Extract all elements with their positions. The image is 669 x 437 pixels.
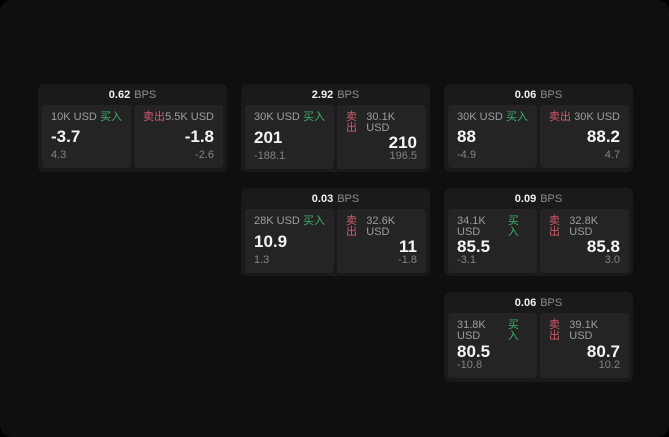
card-header: 0.62 BPS <box>38 84 227 105</box>
buy-tag: 买入 <box>506 111 528 123</box>
sell-tag: 卖出 <box>549 319 560 342</box>
bps-unit: BPS <box>540 193 563 205</box>
bps-unit: BPS <box>337 193 360 205</box>
bps-value: 0.03 <box>311 193 334 205</box>
sell-panel[interactable]: 卖出 30.1K USD 210 196.5 <box>337 105 426 169</box>
panels: 30K USD 买入 88 -4.9 卖出 30K USD 88.2 4.7 <box>444 105 633 172</box>
buy-amount: 30K USD <box>457 111 503 123</box>
card-header: 0.06 BPS <box>444 292 633 313</box>
bps-value: 0.06 <box>514 297 537 309</box>
quote-card: 2.92 BPS 30K USD 买入 201 -188.1 卖出 30.1K … <box>241 84 430 172</box>
buy-sub-value: -3.1 <box>457 254 476 266</box>
bps-value: 0.09 <box>514 193 537 205</box>
sell-price: -1.8 <box>184 127 214 146</box>
quote-card: 0.06 BPS 31.8K USD 买入 80.5 -10.8 卖出 39.1… <box>444 292 633 382</box>
panels: 31.8K USD 买入 80.5 -10.8 卖出 39.1K USD 80.… <box>444 313 633 382</box>
card-header: 0.06 BPS <box>444 84 633 105</box>
sell-amount: 32.6K USD <box>366 215 396 238</box>
buy-tag: 买入 <box>303 215 325 227</box>
sell-sub-value: 3.0 <box>604 254 620 266</box>
sell-sub-value: 4.7 <box>604 149 620 161</box>
quote-card: 0.03 BPS 28K USD 买入 10.9 1.3 卖出 32.6K US… <box>241 188 430 276</box>
buy-amount: 28K USD <box>254 215 300 227</box>
sell-tag: 卖出 <box>346 111 357 134</box>
sell-panel[interactable]: 卖出 32.8K USD 85.8 3.0 <box>540 209 629 273</box>
bps-value: 0.06 <box>514 89 537 101</box>
card-grid: 0.62 BPS 10K USD 买入 -3.7 4.3 卖出 5.5K USD <box>38 84 633 382</box>
buy-sub-value: 1.3 <box>254 254 270 266</box>
quote-card: 0.62 BPS 10K USD 买入 -3.7 4.3 卖出 5.5K USD <box>38 84 227 172</box>
sell-sub-value: -1.8 <box>398 254 417 266</box>
card-header: 2.92 BPS <box>241 84 430 105</box>
buy-amount: 34.1K USD <box>457 215 486 238</box>
panels: 10K USD 买入 -3.7 4.3 卖出 5.5K USD -1.8 -2.… <box>38 105 227 172</box>
sell-tag: 卖出 <box>143 111 165 123</box>
sell-amount: 5.5K USD <box>165 111 214 123</box>
sell-tag: 卖出 <box>549 215 560 238</box>
sell-price: 85.8 <box>586 237 620 256</box>
sell-panel[interactable]: 卖出 32.6K USD 11 -1.8 <box>337 209 426 273</box>
panels: 34.1K USD 买入 85.5 -3.1 卖出 32.8K USD 85.8… <box>444 209 633 277</box>
buy-tag: 买入 <box>100 111 122 123</box>
bps-unit: BPS <box>337 89 360 101</box>
buy-panel[interactable]: 28K USD 买入 10.9 1.3 <box>245 209 334 273</box>
buy-panel[interactable]: 30K USD 买入 88 -4.9 <box>448 105 537 168</box>
sell-amount: 39.1K USD <box>569 319 599 342</box>
sell-price: 210 <box>388 133 417 152</box>
sell-amount: 30.1K USD <box>366 111 396 134</box>
buy-panel[interactable]: 31.8K USD 买入 80.5 -10.8 <box>448 313 537 378</box>
sell-amount: 30K USD <box>574 111 620 123</box>
buy-price: 10.9 <box>254 231 288 251</box>
sell-panel[interactable]: 卖出 5.5K USD -1.8 -2.6 <box>134 105 223 168</box>
card-header: 0.09 BPS <box>444 188 633 209</box>
buy-amount: 31.8K USD <box>457 319 486 342</box>
buy-tag: 买入 <box>303 111 325 123</box>
buy-sub-value: -10.8 <box>457 359 483 371</box>
quote-card: 0.09 BPS 34.1K USD 买入 85.5 -3.1 卖出 32.8K… <box>444 188 633 276</box>
panels: 30K USD 买入 201 -188.1 卖出 30.1K USD 210 1… <box>241 105 430 173</box>
buy-sub-value: 4.3 <box>51 149 67 161</box>
buy-price: -3.7 <box>51 127 81 146</box>
buy-sub-value: -188.1 <box>254 150 286 162</box>
bps-value: 0.62 <box>108 89 131 101</box>
card-header: 0.03 BPS <box>241 188 430 209</box>
buy-price: 201 <box>254 127 283 147</box>
sell-price: 88.2 <box>586 127 620 146</box>
buy-price: 88 <box>457 127 476 146</box>
sell-price: 80.7 <box>586 341 620 361</box>
buy-panel[interactable]: 30K USD 买入 201 -188.1 <box>245 105 334 169</box>
bps-unit: BPS <box>540 297 563 309</box>
quote-card: 0.06 BPS 30K USD 买入 88 -4.9 卖出 30K USD <box>444 84 633 172</box>
sell-sub-value: 196.5 <box>389 150 417 162</box>
buy-tag: 买入 <box>507 215 519 238</box>
panels: 28K USD 买入 10.9 1.3 卖出 32.6K USD 11 -1.8 <box>241 209 430 277</box>
sell-tag: 卖出 <box>346 215 357 238</box>
buy-tag: 买入 <box>507 319 519 342</box>
buy-sub-value: -4.9 <box>457 149 476 161</box>
buy-panel[interactable]: 10K USD 买入 -3.7 4.3 <box>42 105 131 168</box>
sell-panel[interactable]: 卖出 30K USD 88.2 4.7 <box>540 105 629 168</box>
bps-unit: BPS <box>134 89 157 101</box>
sell-price: 11 <box>399 237 417 256</box>
buy-panel[interactable]: 34.1K USD 买入 85.5 -3.1 <box>448 209 537 273</box>
bps-value: 2.92 <box>311 89 334 101</box>
sell-sub-value: -2.6 <box>195 149 214 161</box>
sell-panel[interactable]: 卖出 39.1K USD 80.7 10.2 <box>540 313 629 378</box>
buy-price: 85.5 <box>457 237 491 256</box>
buy-amount: 30K USD <box>254 111 300 123</box>
sell-sub-value: 10.2 <box>598 359 620 371</box>
bps-unit: BPS <box>540 89 563 101</box>
buy-price: 80.5 <box>457 341 491 361</box>
sell-amount: 32.8K USD <box>569 215 599 238</box>
sell-tag: 卖出 <box>549 111 571 123</box>
buy-amount: 10K USD <box>51 111 97 123</box>
